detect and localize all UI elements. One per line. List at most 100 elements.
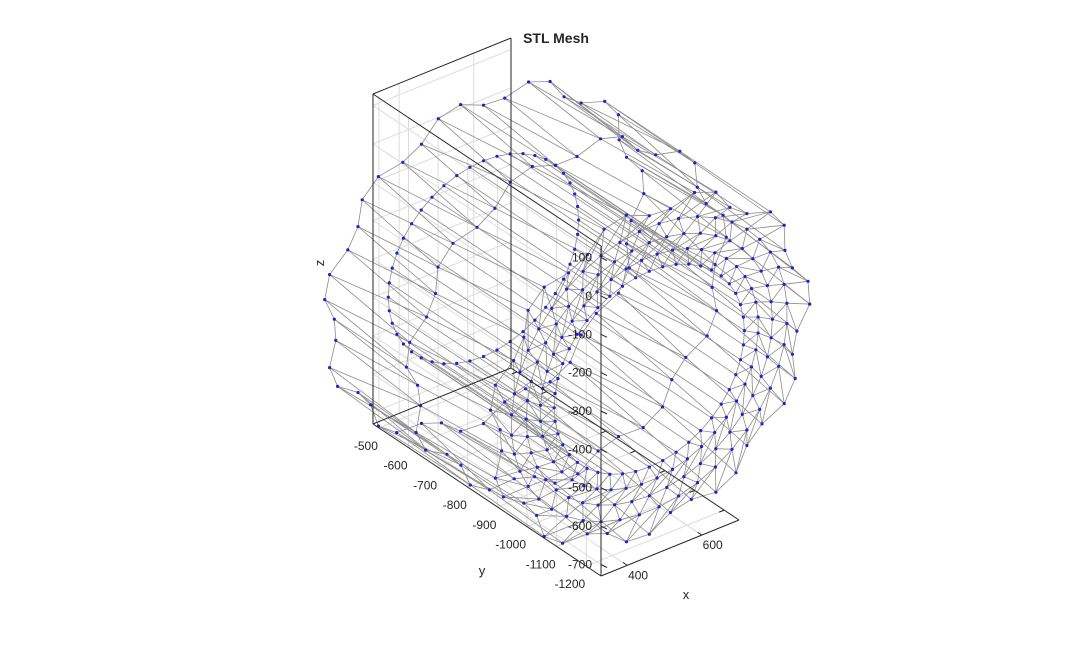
mesh-edge xyxy=(720,403,727,418)
grid-line xyxy=(378,371,518,429)
mesh-vertex xyxy=(758,407,762,411)
mesh-edge xyxy=(357,392,426,451)
mesh-vertex xyxy=(598,137,603,141)
mesh-vertex xyxy=(660,405,665,409)
mesh-edge xyxy=(483,356,650,468)
mesh-edge xyxy=(626,243,713,288)
mesh-vertex xyxy=(602,227,606,231)
mesh-vertex xyxy=(386,295,390,299)
mesh-edge xyxy=(587,521,602,535)
mesh-edge xyxy=(752,395,761,410)
mesh-vertex xyxy=(639,482,644,486)
mesh-vertex xyxy=(553,391,557,396)
mesh-vertex xyxy=(493,206,497,210)
mesh-edge xyxy=(758,316,773,320)
mesh-edge xyxy=(614,504,621,520)
mesh-vertex xyxy=(576,232,580,236)
mesh-vertex xyxy=(609,488,613,492)
mesh-edge xyxy=(396,432,490,491)
mesh-vertex xyxy=(481,159,486,163)
mesh-edge xyxy=(329,274,410,343)
mesh-edge xyxy=(721,400,737,405)
mesh-edge xyxy=(580,334,672,380)
z-tick-label: -100 xyxy=(568,327,592,341)
mesh-vertex xyxy=(668,207,673,211)
mesh-vertex xyxy=(768,250,773,254)
mesh-edge xyxy=(435,293,524,338)
mesh-edge xyxy=(396,334,564,446)
mesh-vertex xyxy=(756,315,760,319)
mesh-edge xyxy=(546,363,563,372)
mesh-vertex xyxy=(562,95,566,99)
mesh-edge xyxy=(770,284,785,302)
mesh-edge xyxy=(469,360,636,472)
mesh-edge xyxy=(596,473,611,490)
mesh-vertex xyxy=(682,232,686,236)
mesh-vertex xyxy=(410,222,414,226)
mesh-vertex xyxy=(730,447,734,451)
mesh-edge xyxy=(391,267,559,379)
mesh-vertex xyxy=(777,364,781,368)
mesh-edge xyxy=(641,170,727,238)
mesh-edge xyxy=(755,349,762,377)
mesh-edge xyxy=(537,466,562,473)
mesh-edge xyxy=(503,486,529,498)
mesh-vertex xyxy=(334,338,338,342)
mesh-vertex xyxy=(550,507,554,511)
x-tick-label: 400 xyxy=(628,568,648,582)
mesh-edge xyxy=(583,271,599,276)
mesh-vertex xyxy=(734,291,738,295)
mesh-vertex xyxy=(665,485,669,489)
mesh-edge xyxy=(501,450,515,455)
mesh-edge xyxy=(700,249,702,267)
mesh-edge xyxy=(511,414,527,420)
mesh-edge xyxy=(595,313,673,380)
mesh-vertex xyxy=(684,355,688,359)
mesh-edge xyxy=(631,484,642,502)
mesh-edge xyxy=(600,214,627,256)
mesh-edge xyxy=(378,176,454,244)
mesh-edge xyxy=(735,288,752,294)
mesh-edge xyxy=(618,114,698,188)
mesh-vertex xyxy=(561,362,565,366)
mesh-vertex xyxy=(576,204,580,209)
mesh-edge xyxy=(697,207,731,217)
mesh-edge xyxy=(678,191,717,219)
mesh-edge xyxy=(666,218,679,237)
mesh-edge xyxy=(610,250,633,280)
mesh-vertex xyxy=(627,266,631,270)
mesh-edge xyxy=(728,266,737,284)
mesh-edge xyxy=(574,248,741,361)
mesh-edge xyxy=(711,287,793,355)
mesh-edge xyxy=(744,276,768,286)
mesh-vertex xyxy=(685,457,690,461)
mesh-vertex xyxy=(525,435,530,439)
mesh-vertex xyxy=(705,334,709,338)
mesh-vertex xyxy=(695,185,699,189)
mesh-vertex xyxy=(687,440,691,444)
mesh-edge xyxy=(527,436,548,451)
y-tick-mark xyxy=(630,450,636,454)
mesh-vertex xyxy=(526,348,530,352)
mesh-vertex xyxy=(459,103,463,107)
grid-line xyxy=(372,335,602,489)
mesh-vertex xyxy=(433,291,438,296)
mesh-edge xyxy=(580,102,680,152)
mesh-edge xyxy=(759,409,763,424)
mesh-edge xyxy=(566,289,570,307)
y-tick-label: -500 xyxy=(354,439,378,453)
mesh-vertex xyxy=(565,287,569,291)
mesh-vertex xyxy=(624,486,628,490)
mesh-vertex xyxy=(495,348,499,352)
mesh-vertex xyxy=(524,417,528,421)
mesh-vertex xyxy=(768,210,773,214)
mesh-edge xyxy=(729,429,747,433)
mesh-edge xyxy=(441,422,535,478)
mesh-edge xyxy=(641,236,668,261)
mesh-edge xyxy=(596,472,599,489)
mesh-vertex xyxy=(565,514,569,519)
mesh-vertex xyxy=(481,354,486,359)
x-tick-label: 600 xyxy=(703,538,723,552)
mesh-vertex xyxy=(535,360,539,364)
mesh-edge xyxy=(324,299,407,368)
